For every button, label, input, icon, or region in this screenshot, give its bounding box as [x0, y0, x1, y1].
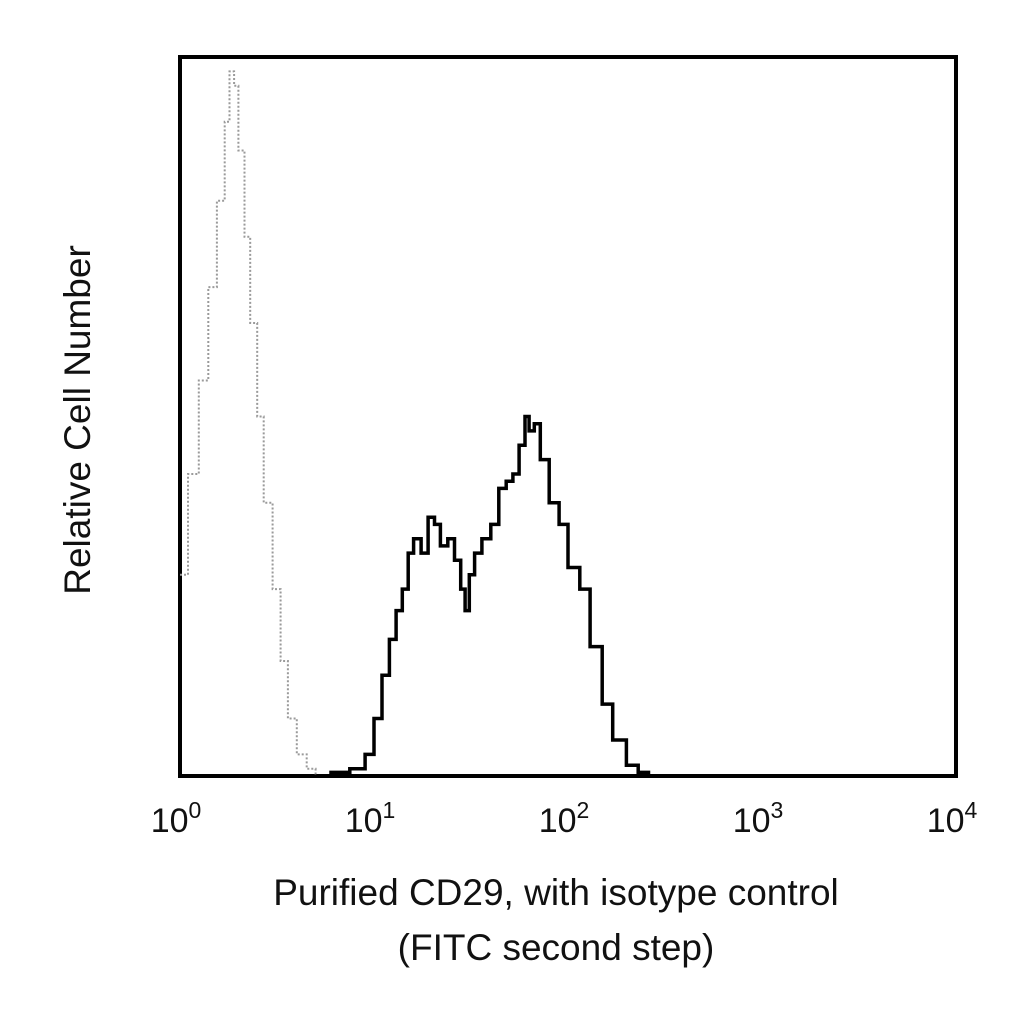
x-tick-label-0: 100 — [151, 797, 202, 840]
x-tick-label-1: 101 — [345, 797, 396, 840]
x-axis-label-line-1: Purified CD29, with isotype control — [273, 872, 839, 913]
x-tick-labels: 100 101 102 103 104 — [151, 797, 978, 840]
x-tick-label-2: 102 — [539, 797, 590, 840]
x-tick-label-4: 104 — [927, 797, 978, 840]
y-axis-label: Relative Cell Number — [57, 245, 98, 595]
cd29-histogram — [315, 414, 658, 778]
plot-frame — [178, 55, 958, 778]
isotype-control-histogram — [180, 70, 331, 777]
series-layer — [180, 70, 658, 778]
x-tick-label-3: 103 — [733, 797, 784, 840]
x-axis-label-line-2: (FITC second step) — [398, 927, 715, 968]
